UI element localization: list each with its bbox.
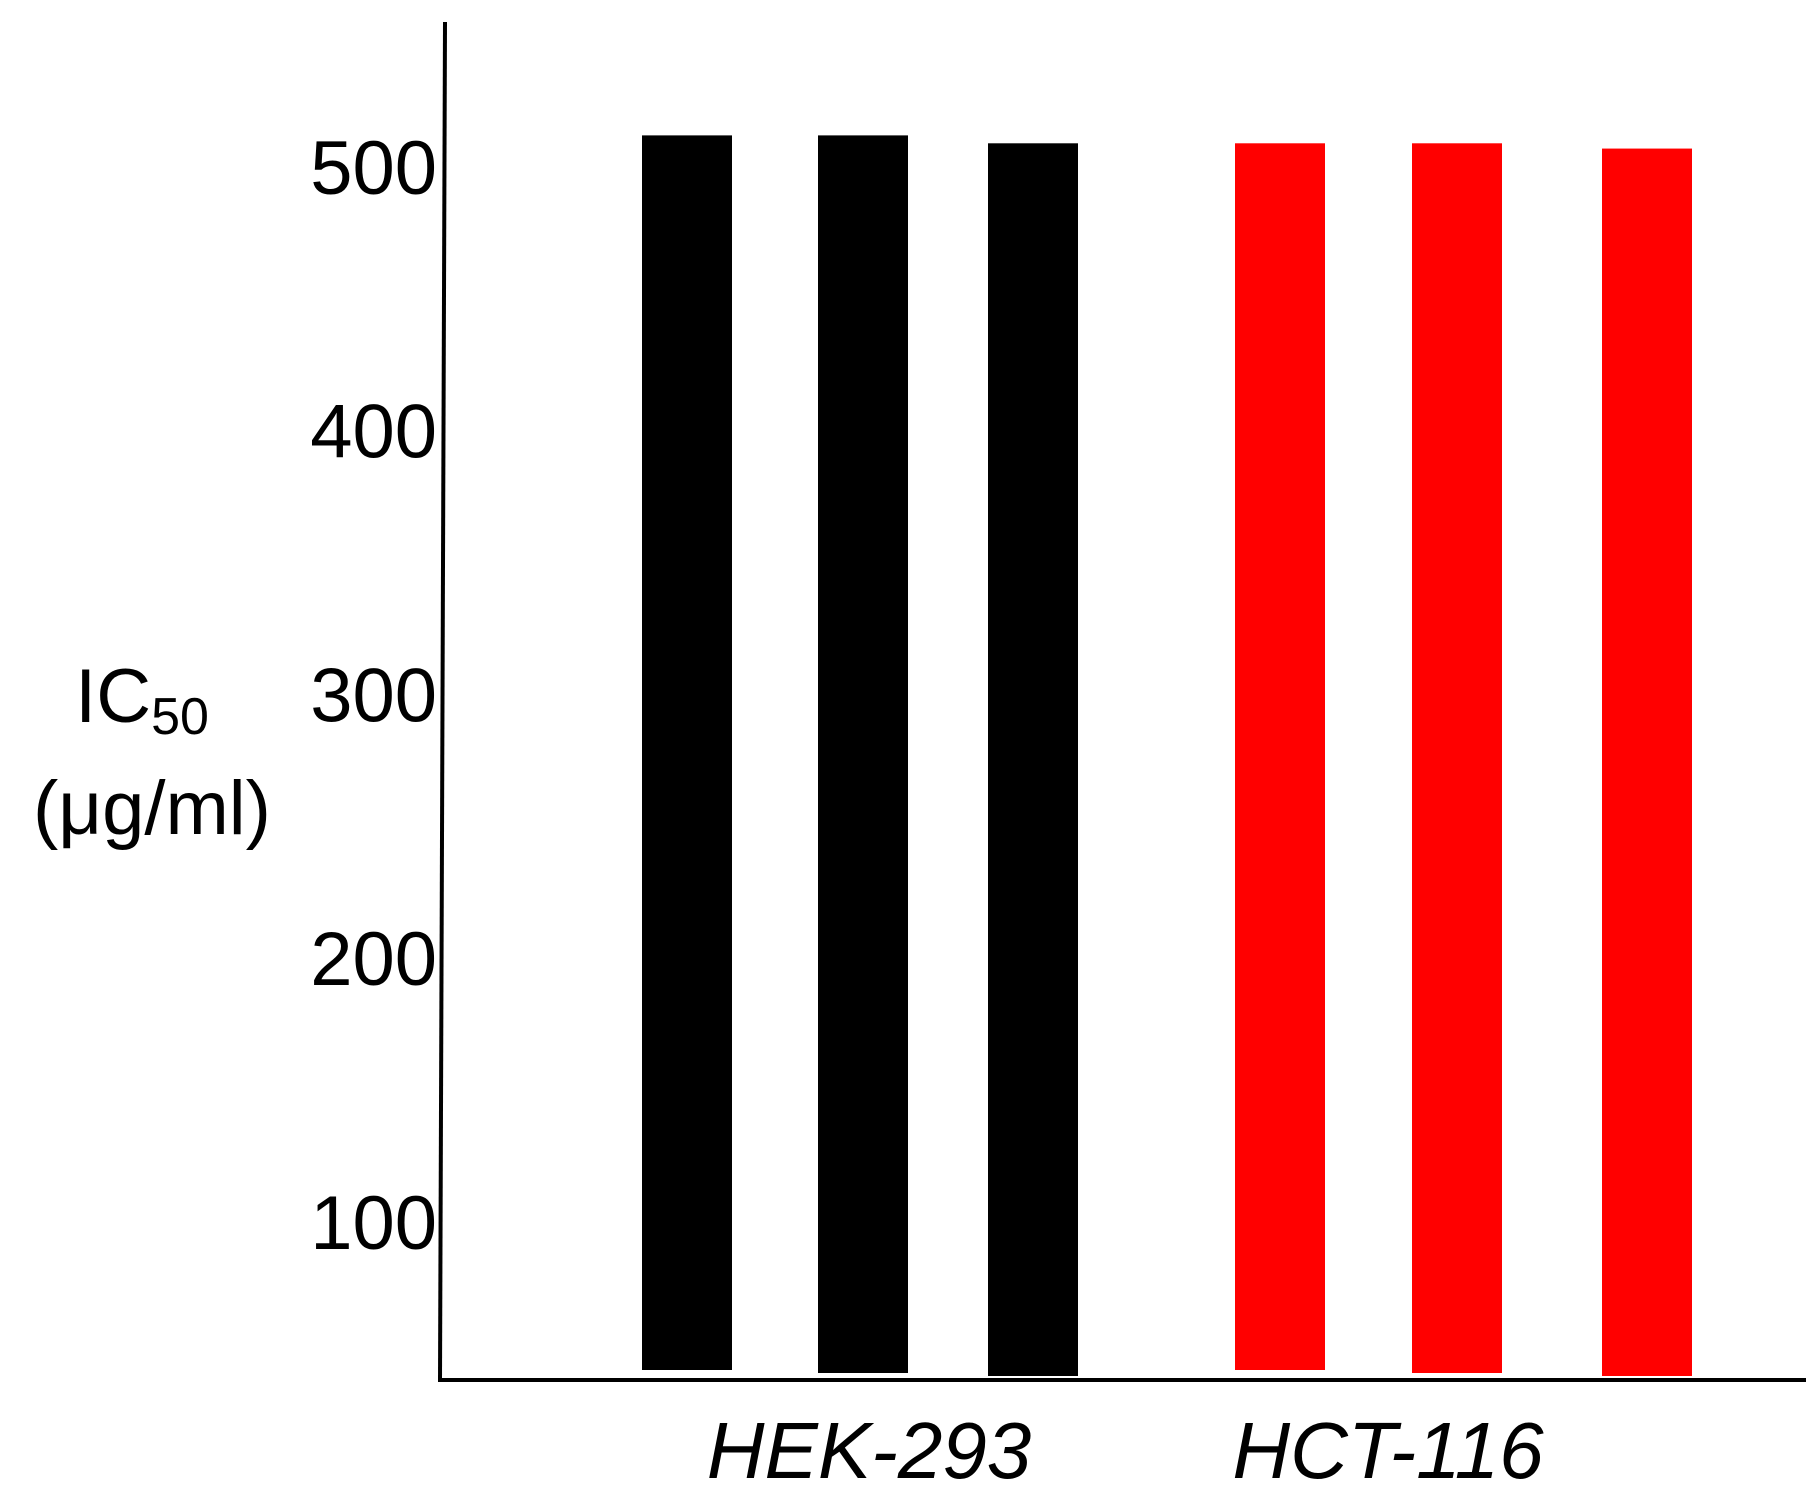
svg-text:IC50: IC50 xyxy=(75,654,209,746)
y-tick-label: 400 xyxy=(310,390,437,475)
y-axis-line xyxy=(438,21,447,1381)
y-tick-label: 100 xyxy=(310,1181,437,1266)
bar-hct-116-1 xyxy=(1235,143,1325,1370)
y-axis-label-subscript: 50 xyxy=(151,688,209,746)
bar-hct-116-2 xyxy=(1412,143,1502,1373)
y-tick-label: 500 xyxy=(310,126,437,211)
category-labels: HEK-293 HCT-116 xyxy=(707,1406,1544,1491)
bar-hct-116-3 xyxy=(1602,148,1692,1376)
category-label-hct-116: HCT-116 xyxy=(1232,1406,1544,1491)
y-tick-labels: 100 200 300 400 500 xyxy=(310,126,437,1266)
bar-hek-293-3 xyxy=(988,143,1078,1376)
y-axis-label-main: IC xyxy=(75,654,151,739)
y-tick-label: 300 xyxy=(310,653,437,738)
y-axis-label-unit: (μg/ml) xyxy=(33,766,271,851)
bar-hek-293-1 xyxy=(642,135,732,1370)
bar-hek-293-2 xyxy=(818,135,908,1373)
category-label-hek-293: HEK-293 xyxy=(707,1406,1032,1491)
y-axis-label: IC50 (μg/ml) xyxy=(33,654,271,851)
bars xyxy=(642,135,1692,1376)
y-tick-label: 200 xyxy=(310,917,437,1002)
